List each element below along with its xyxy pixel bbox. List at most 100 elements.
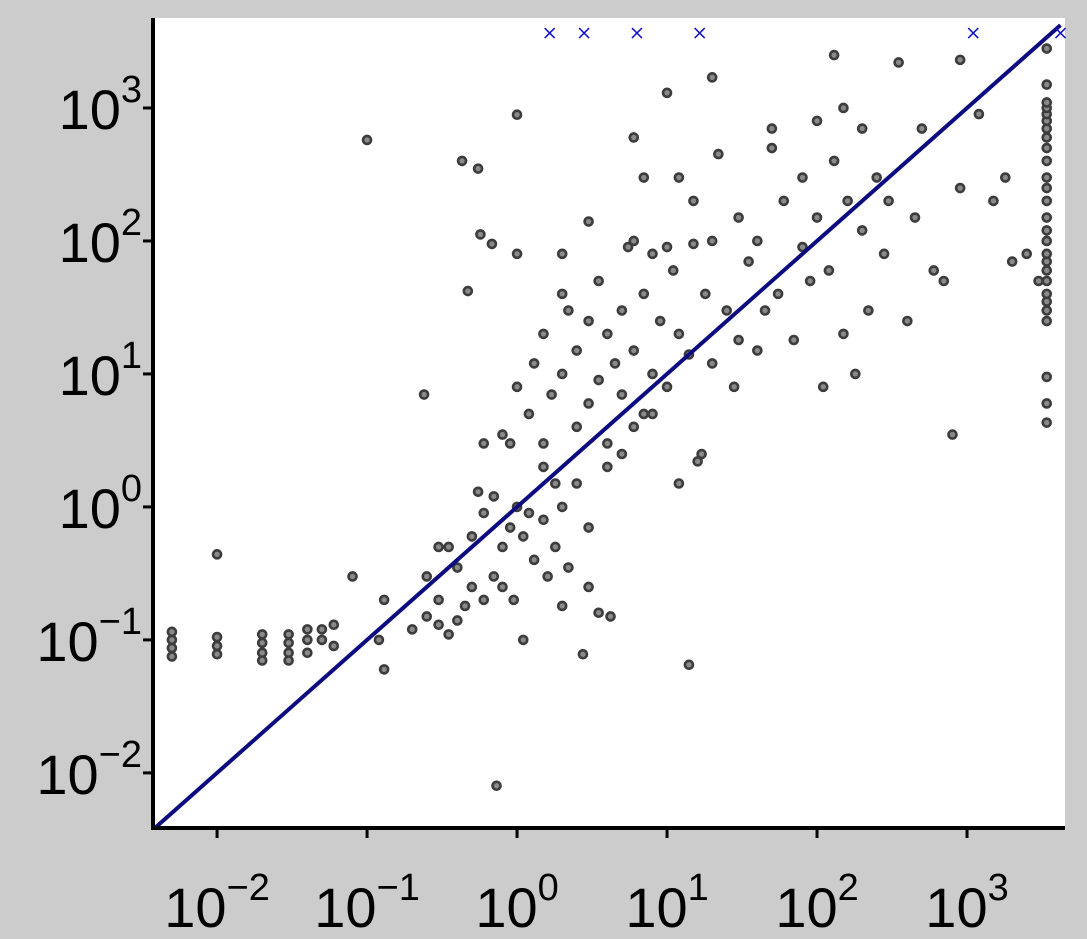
data-point [628,235,640,247]
data-point [166,642,178,654]
data-point [838,102,849,114]
data-point [511,248,523,260]
cross-marker [1054,27,1067,39]
data-point [511,381,523,393]
data-point [302,634,313,646]
y-tick-label: 10−1 [36,601,142,673]
data-point [638,288,650,300]
data-point [811,212,823,223]
data-point [556,288,568,300]
data-point [721,305,733,316]
data-point [466,531,478,542]
data-point [283,637,294,649]
data-point [778,195,790,207]
data-point [743,256,754,267]
data-point [909,212,921,223]
data-point [954,54,966,66]
data-point [1041,172,1053,183]
data-point [511,109,523,121]
data-point [211,631,223,643]
cross-marker [544,27,556,39]
cross-marker [631,27,643,39]
data-point [459,600,471,612]
data-point [1033,275,1044,287]
data-point [1021,248,1033,260]
data-point [638,408,650,420]
data-point [1041,417,1053,428]
data-point [1041,97,1053,108]
data-point [256,629,268,640]
data-point [988,195,999,207]
data-point [302,647,313,659]
cross-marker [967,27,979,39]
data-point [602,438,613,449]
data-point [1041,398,1053,409]
data-point [883,195,894,207]
data-point [577,648,589,660]
data-point [856,225,868,236]
data-point [497,541,508,553]
data-point [538,438,549,449]
data-point [497,581,508,593]
x-tick-label: 103 [925,867,1008,939]
data-point [938,275,950,287]
data-point [788,334,800,346]
data-point [504,438,516,449]
data-point [863,305,874,316]
data-point [647,248,658,260]
data-point [550,541,561,553]
data-point [647,368,658,380]
data-point [418,389,430,400]
data-point [616,448,628,460]
data-point [497,429,508,440]
data-point [583,398,594,409]
y-tick-label: 103 [59,69,142,141]
data-point [361,134,373,146]
data-point [316,624,328,635]
data-point [583,581,594,593]
data-point [488,571,500,582]
data-point [211,648,223,660]
data-point [1041,248,1053,260]
data-point [256,637,268,649]
data-point [528,554,540,566]
data-point [462,285,474,297]
data-point [667,265,679,276]
data-point [766,123,778,134]
data-point [602,328,613,340]
data-point [688,195,699,207]
data-point [472,486,484,498]
data-point [1041,155,1053,167]
data-point [328,640,340,652]
data-point [1041,288,1053,300]
data-point [508,594,520,606]
data-point [1006,256,1018,267]
data-point [406,624,418,635]
diagonal-line [153,23,1062,830]
data-point [256,655,268,666]
data-point [523,408,535,420]
data-point [602,461,613,473]
data-point [1000,172,1011,183]
data-point [1041,371,1053,383]
data-point [772,288,784,300]
data-point [759,305,771,316]
data-point [347,571,358,582]
data-point [661,87,673,99]
data-point [605,611,616,622]
data-point [661,381,673,393]
data-point [373,634,385,646]
data-point [616,305,628,316]
data-point [661,241,673,253]
data-point [1041,132,1053,143]
x-tick-label: 101 [625,867,708,939]
data-point [628,132,640,143]
data-point [654,315,666,327]
data-point [504,522,516,533]
data-point [842,195,853,207]
data-point [563,562,574,573]
data-point [583,216,594,227]
data-point [378,664,390,675]
data-point [478,438,490,449]
data-point [850,368,861,380]
